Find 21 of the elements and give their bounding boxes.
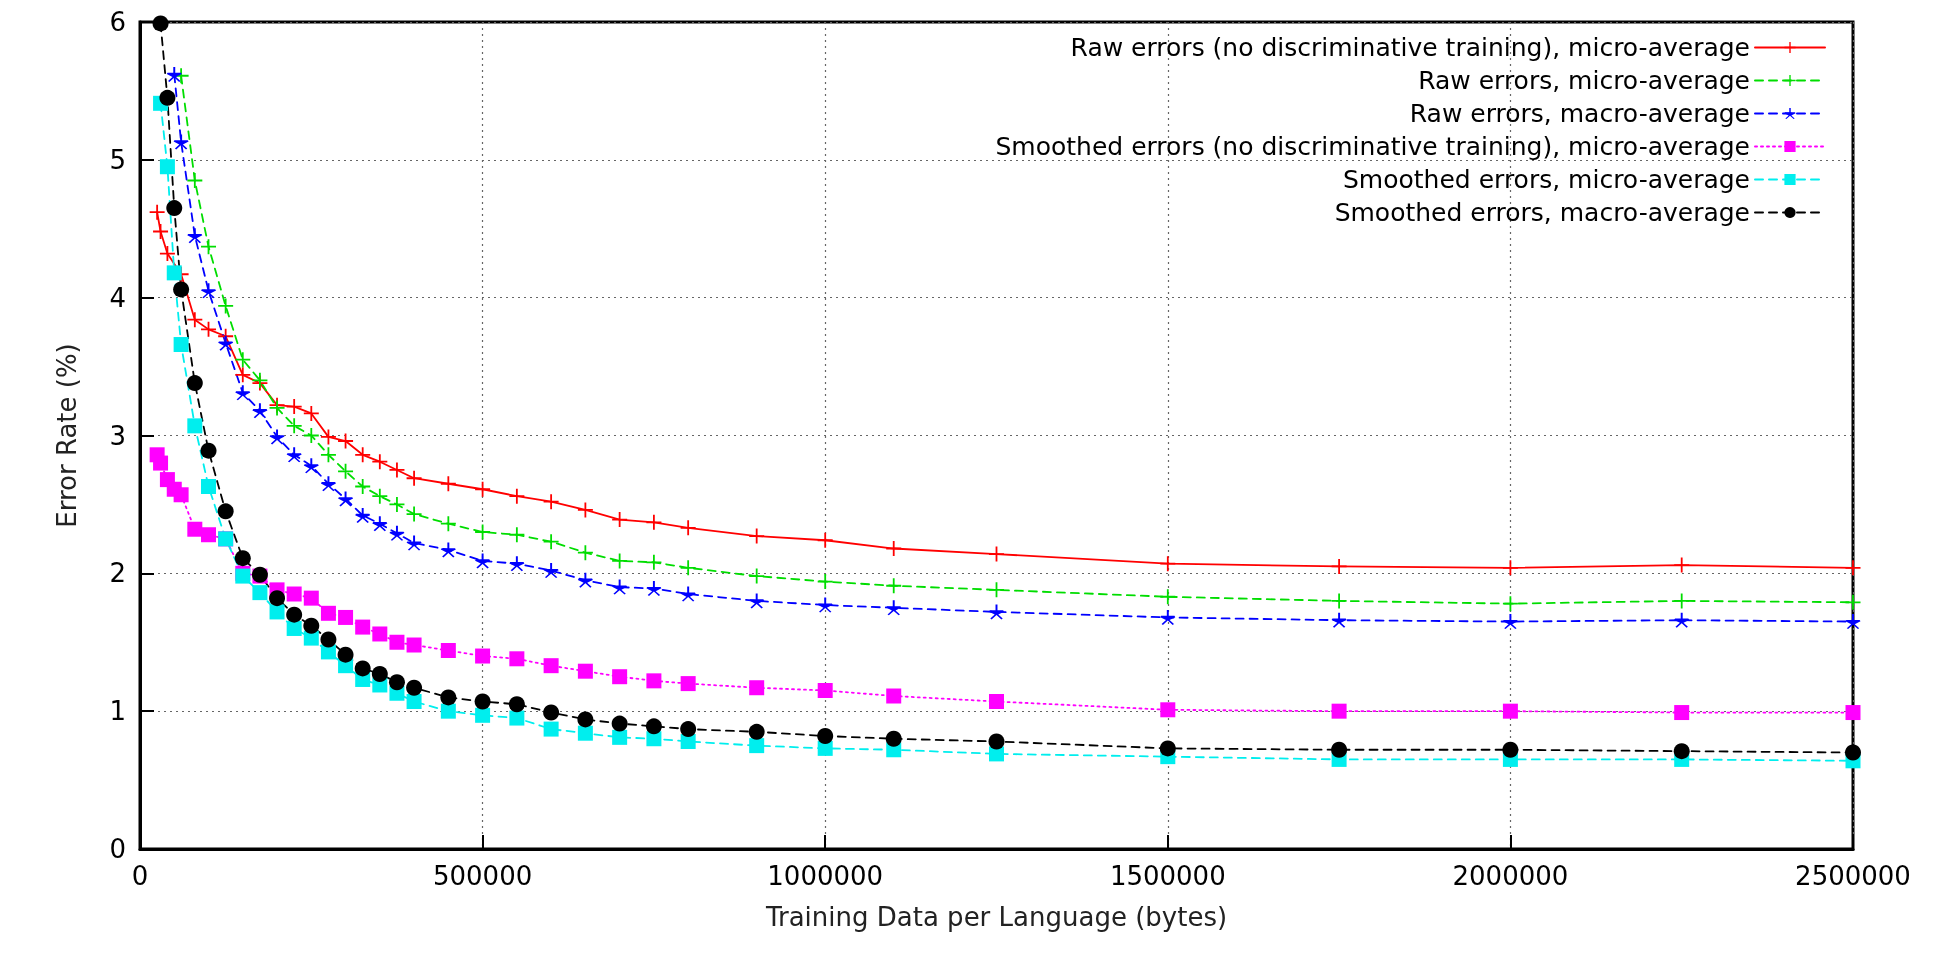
- x-tick-label: 1000000: [767, 861, 884, 891]
- x-axis-title: Training Data per Language (bytes): [764, 902, 1228, 932]
- y-tick-label: 2: [109, 558, 126, 589]
- y-tick-label: 5: [109, 144, 126, 175]
- y-tick-label: 4: [109, 282, 126, 313]
- y-tick-label: 3: [109, 420, 126, 451]
- x-tick-label: 2500000: [1795, 861, 1911, 891]
- legend-label: Smoothed errors (no discriminative training), micro-average: [995, 132, 1750, 161]
- legend-label: Smoothed errors, macro-average: [1334, 198, 1750, 227]
- y-tick-label: 0: [109, 834, 126, 864]
- legend-label: Raw errors (no discriminative training), micro-average: [1070, 33, 1750, 62]
- y-tick-label: 6: [109, 7, 126, 37]
- legend-label: Raw errors, micro-average: [1418, 66, 1750, 95]
- legend-label: Smoothed errors, micro-average: [1343, 165, 1750, 194]
- x-tick-label: 0: [131, 861, 149, 891]
- legend-label: Raw errors, macro-average: [1409, 99, 1750, 128]
- y-tick-label: 1: [109, 696, 126, 727]
- y-axis-title: Error Rate (%): [52, 343, 82, 528]
- x-tick-label: 2000000: [1452, 861, 1569, 891]
- x-tick-label: 1500000: [1109, 861, 1226, 891]
- x-tick-label: 500000: [432, 861, 533, 891]
